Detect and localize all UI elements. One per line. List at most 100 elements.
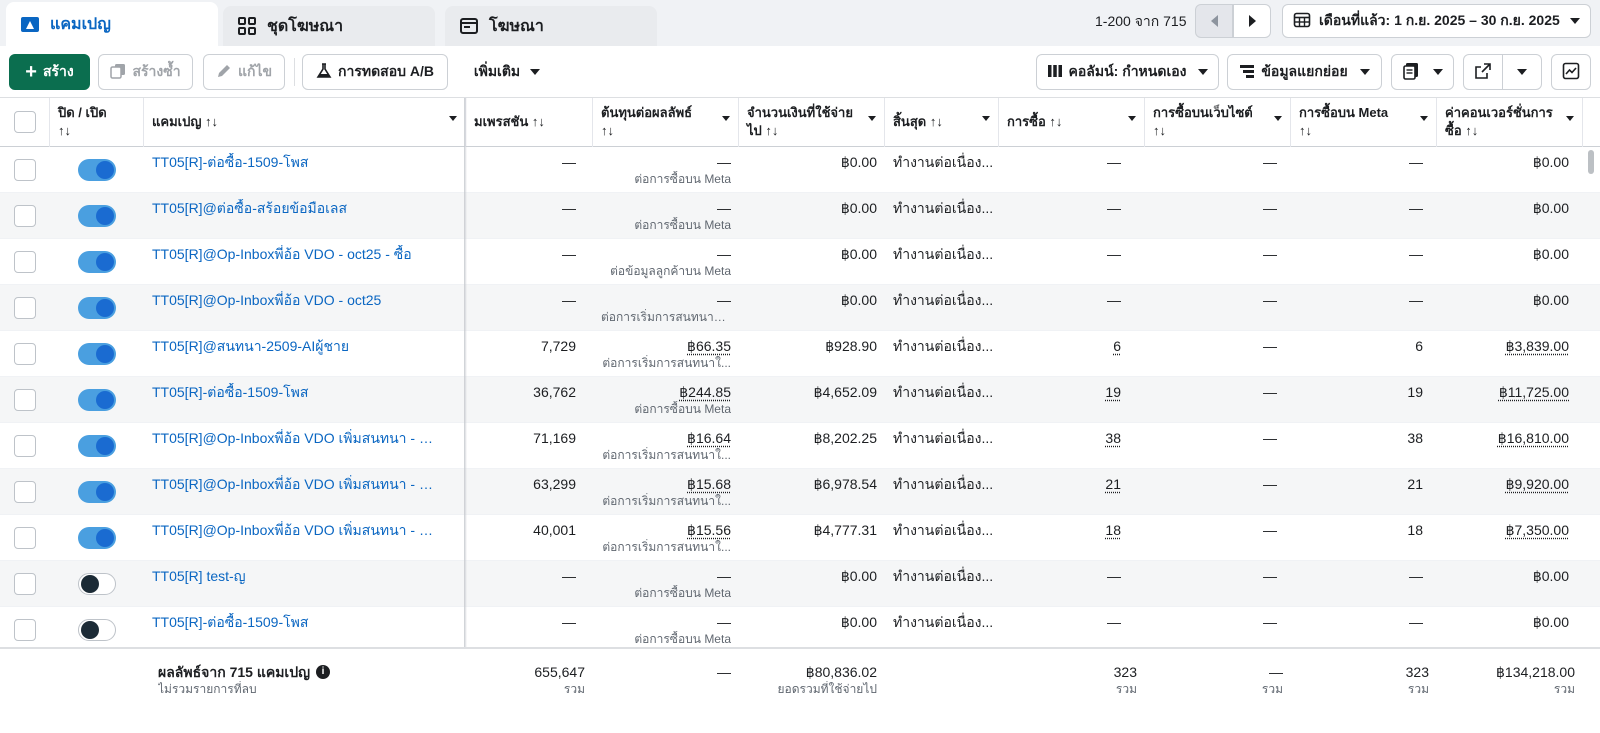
table-row[interactable]: TT05[R]-ต่อซื้อ-1509-โพส 36,762 ฿244.85 ต่อ…: [0, 377, 1600, 423]
cell-value-value[interactable]: ฿16,810.00: [1445, 429, 1569, 447]
campaign-name-link[interactable]: TT05[R]@Op-Inboxพี่อ้อ VDO เพิ่มสนทนา - …: [152, 430, 446, 446]
cell-cpr-value[interactable]: ฿16.64: [601, 429, 731, 447]
cell-cpr-link[interactable]: ฿66.35: [687, 338, 731, 354]
next-page-button[interactable]: [1233, 4, 1271, 38]
campaign-toggle[interactable]: [78, 481, 116, 503]
cell-cpr-value[interactable]: ฿66.35: [601, 337, 731, 355]
row-checkbox[interactable]: [14, 573, 36, 595]
row-checkbox[interactable]: [14, 159, 36, 181]
cell-value-value[interactable]: ฿3,839.00: [1445, 337, 1569, 355]
campaign-toggle[interactable]: [78, 435, 116, 457]
cell-purch-value[interactable]: 6: [1007, 337, 1121, 355]
row-checkbox[interactable]: [14, 297, 36, 319]
table-row[interactable]: TT05[R]@สนทนา-2509-AIผู้ชาย 7,729 ฿66.35 ต่…: [0, 331, 1600, 377]
cell-value-value[interactable]: ฿7,350.00: [1445, 521, 1569, 539]
campaign-toggle[interactable]: [78, 297, 116, 319]
table-row[interactable]: TT05[R]@Op-Inboxพี่อ้อ VDO - oct25 — — ต่อก…: [0, 285, 1600, 331]
info-icon[interactable]: i: [316, 665, 331, 679]
select-all-checkbox[interactable]: [14, 111, 36, 133]
cell-purch-link[interactable]: 18: [1105, 522, 1121, 538]
cell-value-value[interactable]: ฿9,920.00: [1445, 475, 1569, 493]
cell-purch-link[interactable]: 19: [1105, 384, 1121, 400]
header-campaign[interactable]: แคมเปญ ↑↓: [144, 98, 466, 147]
campaign-name-link[interactable]: TT05[R]-ต่อซื้อ-1509-โพส: [152, 384, 309, 400]
reports-dropdown[interactable]: [1391, 54, 1454, 90]
header-conversion-value[interactable]: ค่าคอนเวอร์ชั่นการซื้อ ↑↓: [1437, 98, 1583, 147]
tab-ad-sets[interactable]: ชุดโฆษณา: [223, 6, 435, 46]
cell-cpr-value[interactable]: ฿15.56: [601, 521, 731, 539]
cell-purch-value[interactable]: 38: [1007, 429, 1121, 447]
row-checkbox[interactable]: [14, 251, 36, 273]
duplicate-button[interactable]: สร้างซ้ำ: [98, 54, 193, 90]
campaign-name-link[interactable]: TT05[R] test-ญ: [152, 568, 246, 584]
campaign-toggle[interactable]: [78, 251, 116, 273]
header-impressions[interactable]: มเพรสชัน ↑↓: [466, 98, 593, 147]
row-checkbox[interactable]: [14, 343, 36, 365]
campaign-name-link[interactable]: TT05[R]@Op-Inboxพี่อ้อ VDO - oct25 - ซื้…: [152, 246, 412, 262]
campaign-name-link[interactable]: TT05[R]@Op-Inboxพี่อ้อ VDO - oct25: [152, 292, 382, 308]
table-row[interactable]: TT05[R]@Op-Inboxพี่อ้อ VDO เพิ่มสนทนา - …: [0, 515, 1600, 561]
campaign-name-link[interactable]: TT05[R]-ต่อซื้อ-1509-โพส: [152, 154, 309, 170]
campaign-name-link[interactable]: TT05[R]@สนทนา-2509-AIผู้ชาย: [152, 338, 350, 354]
table-row[interactable]: TT05[R]@ต่อซื้อ-สร้อยข้อมือเลส — — ต่อการซื…: [0, 193, 1600, 239]
header-toggle[interactable]: ปิด / เปิด ↑↓: [50, 98, 144, 147]
campaign-name-link[interactable]: TT05[R]@Op-Inboxพี่อ้อ VDO เพิ่มสนทนา - …: [152, 476, 446, 492]
campaign-toggle[interactable]: [78, 389, 116, 411]
cell-value-link[interactable]: ฿11,725.00: [1498, 384, 1569, 400]
cell-purch-link[interactable]: 21: [1105, 476, 1121, 492]
campaign-toggle[interactable]: [78, 343, 116, 365]
date-range-picker[interactable]: เดือนที่แล้ว: 1 ก.ย. 2025 – 30 ก.ย. 2025: [1282, 4, 1591, 38]
table-row[interactable]: TT05[R]@Op-Inboxพี่อ้อ VDO เพิ่มสนทนา - …: [0, 423, 1600, 469]
cell-cpr-link[interactable]: ฿244.85: [679, 384, 731, 400]
table-row[interactable]: TT05[R]@Op-Inboxพี่อ้อ VDO - oct25 - ซื้…: [0, 239, 1600, 285]
cell-purch-link[interactable]: 38: [1105, 430, 1121, 446]
more-dropdown[interactable]: เพิ่มเติม: [462, 54, 552, 90]
tab-ads[interactable]: โฆษณา: [445, 6, 657, 46]
campaign-toggle[interactable]: [78, 619, 116, 641]
cell-cpr-link[interactable]: ฿15.56: [687, 522, 731, 538]
cell-cpr-link[interactable]: ฿16.64: [687, 430, 731, 446]
row-checkbox[interactable]: [14, 435, 36, 457]
export-dropdown[interactable]: [1502, 54, 1542, 90]
columns-dropdown[interactable]: คอลัมน์: กำหนดเอง: [1036, 54, 1219, 90]
cell-purch-value[interactable]: 18: [1007, 521, 1121, 539]
breakdown-dropdown[interactable]: ข้อมูลแยกย่อย: [1227, 54, 1382, 90]
prev-page-button[interactable]: [1195, 4, 1233, 38]
campaign-toggle[interactable]: [78, 573, 116, 595]
cell-cpr-value[interactable]: ฿244.85: [601, 383, 731, 401]
tab-campaigns[interactable]: แคมเปญ: [6, 2, 218, 46]
row-checkbox[interactable]: [14, 481, 36, 503]
header-meta-purchases[interactable]: การซื้อบน Meta ↑↓: [1291, 98, 1437, 147]
create-button[interactable]: + สร้าง: [9, 54, 90, 90]
vertical-scrollbar[interactable]: [1588, 150, 1594, 174]
cell-purch-link[interactable]: 6: [1113, 338, 1121, 354]
header-ends[interactable]: สิ้นสุด ↑↓: [885, 98, 999, 147]
edit-button[interactable]: แก้ไข: [203, 54, 285, 90]
cell-value-link[interactable]: ฿9,920.00: [1505, 476, 1569, 492]
campaign-name-link[interactable]: TT05[R]@ต่อซื้อ-สร้อยข้อมือเลส: [152, 200, 348, 216]
export-button[interactable]: [1463, 54, 1503, 90]
cell-cpr-link[interactable]: ฿15.68: [687, 476, 731, 492]
cell-value-link[interactable]: ฿16,810.00: [1497, 430, 1569, 446]
header-purchases[interactable]: การซื้อ ↑↓: [999, 98, 1145, 147]
header-website-purchases[interactable]: การซื้อบนเว็บไซต์ ↑↓: [1145, 98, 1291, 147]
header-cost-per-result[interactable]: ต้นทุนต่อผลลัพธ์ ↑↓: [593, 98, 739, 147]
campaign-toggle[interactable]: [78, 205, 116, 227]
table-row[interactable]: TT05[R]-ต่อซื้อ-1509-โพส — — ต่อการซื้อบน M…: [0, 147, 1600, 193]
row-checkbox[interactable]: [14, 205, 36, 227]
cell-value-value[interactable]: ฿11,725.00: [1445, 383, 1569, 401]
table-row[interactable]: TT05[R] test-ญ — — ต่อการซื้อบน Meta ฿0.00 ทำ…: [0, 561, 1600, 607]
campaign-toggle[interactable]: [78, 527, 116, 549]
campaign-name-link[interactable]: TT05[R]@Op-Inboxพี่อ้อ VDO เพิ่มสนทนา - …: [152, 522, 446, 538]
ab-test-button[interactable]: การทดสอบ A/B: [302, 54, 448, 90]
cell-cpr-value[interactable]: ฿15.68: [601, 475, 731, 493]
row-checkbox[interactable]: [14, 527, 36, 549]
row-checkbox[interactable]: [14, 619, 36, 641]
charts-button[interactable]: [1551, 54, 1591, 90]
header-amount-spent[interactable]: จำนวนเงินที่ใช้จ่ายไป ↑↓: [739, 98, 885, 147]
campaign-toggle[interactable]: [78, 159, 116, 181]
cell-value-link[interactable]: ฿7,350.00: [1505, 522, 1569, 538]
campaign-name-link[interactable]: TT05[R]-ต่อซื้อ-1509-โพส: [152, 614, 309, 630]
cell-purch-value[interactable]: 19: [1007, 383, 1121, 401]
cell-purch-value[interactable]: 21: [1007, 475, 1121, 493]
